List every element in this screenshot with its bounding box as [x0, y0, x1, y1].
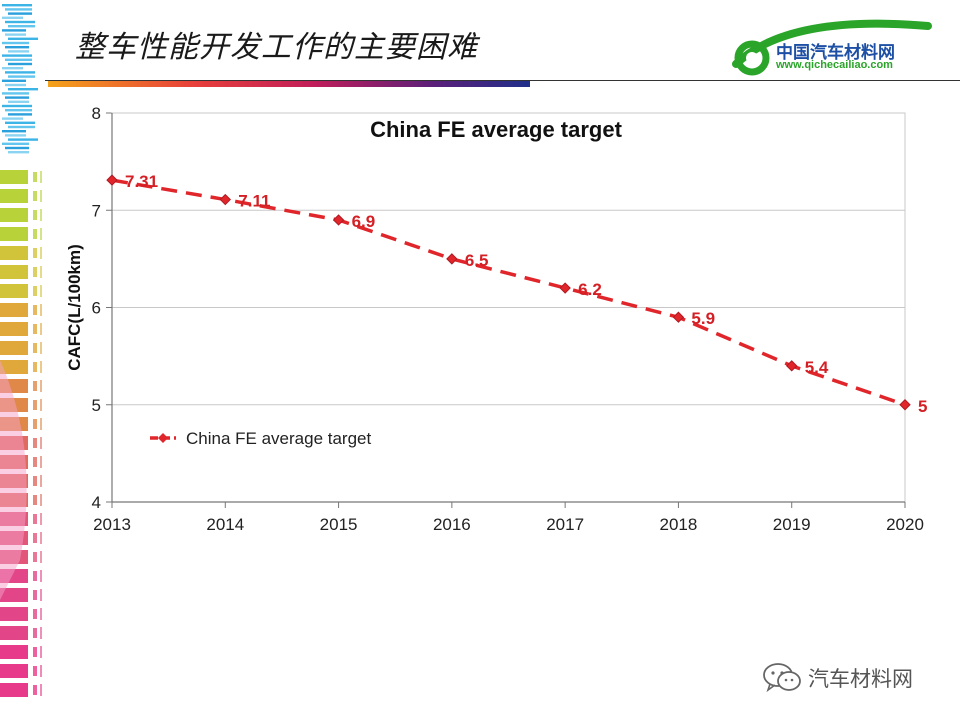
slide-title: 整车性能开发工作的主要困难 [75, 30, 478, 65]
x-tick-label: 2020 [886, 515, 924, 534]
data-label: 7.11 [238, 192, 270, 211]
site-logo: 中国汽车材料网 www.qichecailiao.com [728, 12, 938, 78]
y-tick-label: 5 [92, 396, 101, 415]
data-label: 6.2 [578, 280, 602, 299]
data-point [332, 214, 345, 226]
y-tick-label: 4 [92, 493, 101, 512]
series-line [111, 178, 906, 407]
line-chart: 4 5 6 7 8 2013 2014 2015 2016 2017 2018 2019 2020 Chi… [65, 104, 927, 534]
y-axis-label: CAFC(L/100km) [65, 244, 84, 371]
data-point [672, 311, 685, 323]
title-divider [45, 80, 960, 81]
data-label: 6.9 [352, 212, 376, 231]
y-tick-label: 6 [92, 299, 101, 318]
data-label: 6.5 [465, 251, 489, 270]
data-label: 5.9 [691, 309, 715, 328]
title-gradient-bar [48, 81, 530, 87]
data-label: 5.4 [805, 358, 829, 377]
data-point [786, 360, 798, 372]
wechat-icon [763, 663, 801, 693]
decorative-left-strip [0, 4, 42, 697]
logo-url: www.qichecailiao.com [776, 59, 893, 71]
legend-marker [158, 433, 168, 443]
logo-swoosh-icon [732, 19, 932, 76]
x-tick-label: 2015 [320, 515, 358, 534]
chart-title: China FE average target [370, 117, 623, 142]
y-tick-label: 8 [92, 104, 101, 123]
x-tick-label: 2018 [660, 515, 698, 534]
watermark: 汽车材料网 [762, 662, 913, 694]
data-point [446, 253, 458, 265]
data-point [559, 282, 571, 294]
y-tick-label: 7 [92, 201, 101, 220]
x-tick-label: 2013 [93, 515, 131, 534]
data-point [219, 193, 231, 206]
data-label: 5 [918, 397, 927, 416]
x-tick-label: 2014 [206, 515, 244, 534]
data-point [899, 399, 911, 411]
data-label: 7.31 [125, 172, 158, 191]
data-point [106, 174, 118, 186]
x-tick-label: 2019 [773, 515, 811, 534]
logo-name: 中国汽车材料网 [776, 43, 895, 63]
x-tick-label: 2017 [546, 515, 584, 534]
x-tick-label: 2016 [433, 515, 471, 534]
watermark-text: 汽车材料网 [808, 667, 913, 691]
legend-label: China FE average target [186, 429, 371, 448]
